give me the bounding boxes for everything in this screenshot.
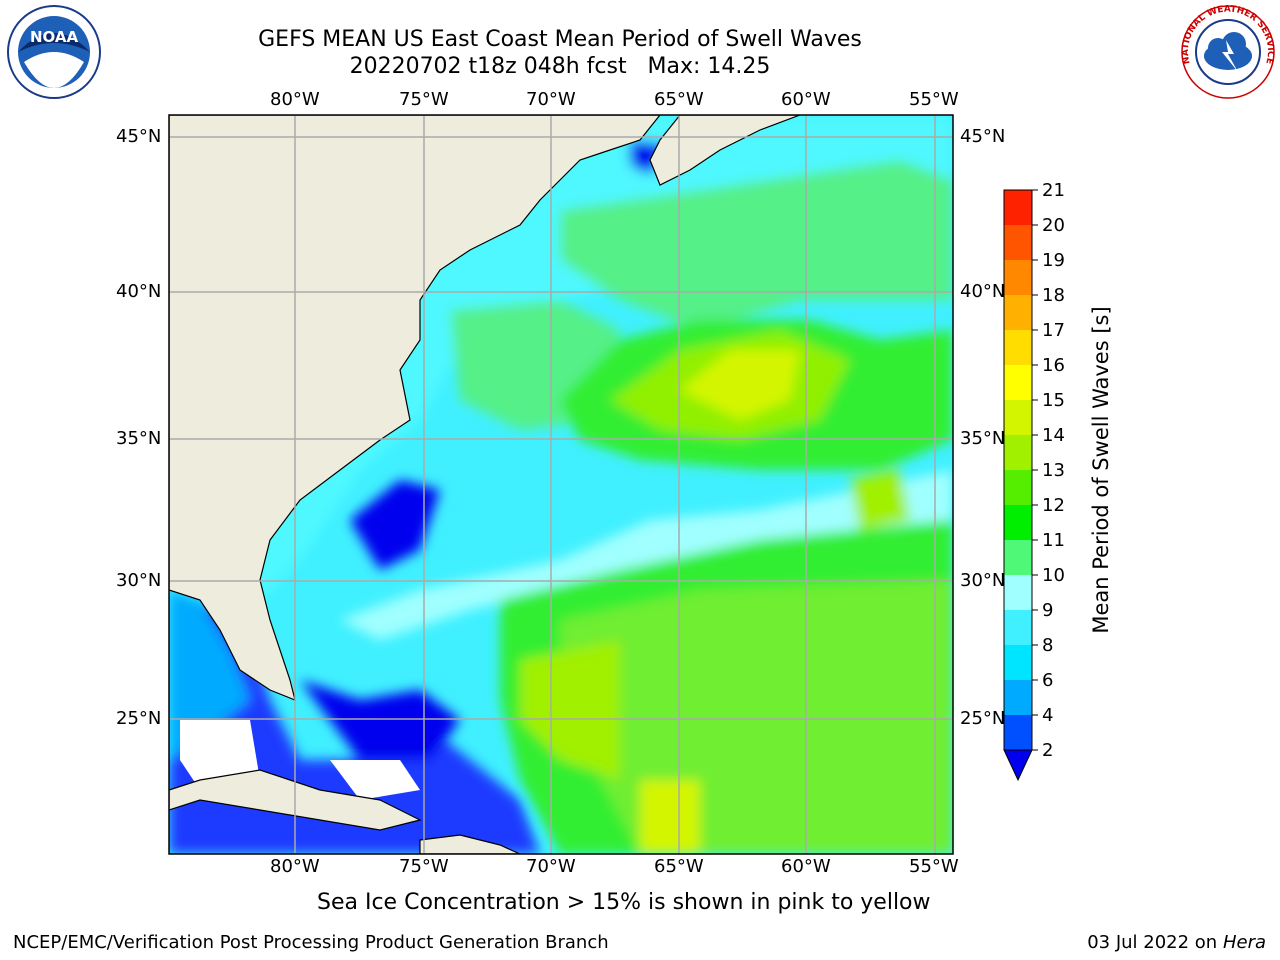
noaa-logo-text: NOAA [30, 28, 79, 46]
lon-label-top: 55°W [909, 89, 959, 110]
colorbar-segment [1004, 295, 1032, 330]
lon-label-bottom: 55°W [909, 856, 959, 877]
map-frame [168, 114, 954, 855]
lon-label-top: 75°W [399, 89, 449, 110]
lat-label-left: 40°N [116, 281, 162, 302]
lat-label-right: 40°N [960, 281, 1006, 302]
lat-label-left: 45°N [116, 126, 162, 147]
lon-label-bottom: 60°W [781, 856, 831, 877]
lat-label-left: 25°N [116, 708, 162, 729]
lon-label-top: 60°W [781, 89, 831, 110]
colorbar-tick-label: 8 [1042, 635, 1053, 656]
colorbar-segment [1004, 190, 1032, 225]
colorbar-segment [1004, 400, 1032, 435]
colorbar: 2 4 6 8 9 10 11 12 13 14 15 16 17 18 19 20 21 Mean Perio… [1003, 180, 1113, 782]
colorbar-label: Mean Period of Swell Waves [s] [1089, 306, 1113, 633]
land-nova-scotia [649, 115, 801, 186]
colorbar-segment [1004, 435, 1032, 470]
chart-subtitle: 20220702 t18z 048h fcst Max: 14.25 [349, 54, 771, 79]
chart-title: GEFS MEAN US East Coast Mean Period of S… [258, 27, 862, 52]
colorbar-tick-label: 4 [1042, 705, 1053, 726]
colorbar-segment [1004, 260, 1032, 295]
colorbar-tick-label: 19 [1042, 250, 1065, 271]
lat-label-right: 45°N [960, 126, 1006, 147]
colorbar-segment [1004, 610, 1032, 645]
land-us-east [169, 115, 661, 701]
colorbar-tick-label: 9 [1042, 600, 1053, 621]
map-graticule [169, 115, 953, 854]
colorbar-tick-label: 6 [1042, 670, 1053, 691]
colorbar-segment [1004, 680, 1032, 715]
footer-left: NCEP/EMC/Verification Post Processing Pr… [13, 932, 609, 953]
colorbar-tick-label: 11 [1042, 530, 1065, 551]
colorbar-segment [1004, 715, 1032, 750]
lon-label-top: 80°W [270, 89, 320, 110]
colorbar-segment [1004, 575, 1032, 610]
colorbar-segment [1004, 225, 1032, 260]
lat-label-left: 35°N [116, 428, 162, 449]
colorbar-tick-label: 2 [1042, 740, 1053, 761]
colorbar-tick-label: 10 [1042, 565, 1065, 586]
lat-label-left: 30°N [116, 570, 162, 591]
colorbar-segment [1004, 505, 1032, 540]
colorbar-tick-label: 13 [1042, 460, 1065, 481]
colorbar-tick-label: 18 [1042, 285, 1065, 306]
lat-label-right: 25°N [960, 708, 1006, 729]
colorbar-segment [1004, 540, 1032, 575]
nws-logo-icon: NATIONAL WEATHER SERVICE [1181, 4, 1275, 99]
footer-right: 03 Jul 2022 on Hera [1087, 932, 1266, 953]
colorbar-segment [1004, 330, 1032, 365]
colorbar-tick-label: 20 [1042, 215, 1065, 236]
sea-ice-note: Sea Ice Concentration > 15% is shown in … [317, 890, 931, 915]
colorbar-tick-label: 14 [1042, 425, 1065, 446]
colorbar-segment [1004, 365, 1032, 400]
lon-label-top: 70°W [526, 89, 576, 110]
colorbar-segment [1004, 645, 1032, 680]
lon-label-bottom: 75°W [399, 856, 449, 877]
lat-label-right: 30°N [960, 570, 1006, 591]
lon-label-bottom: 65°W [654, 856, 704, 877]
lat-label-right: 35°N [960, 428, 1006, 449]
lon-label-bottom: 80°W [270, 856, 320, 877]
colorbar-under-arrow [1003, 749, 1033, 782]
colorbar-tick-label: 21 [1042, 180, 1065, 201]
colorbar-tick-label: 12 [1042, 495, 1065, 516]
colorbar-segment [1004, 470, 1032, 505]
footer-date: 03 Jul 2022 on [1087, 932, 1223, 953]
colorbar-tick-label: 16 [1042, 355, 1065, 376]
lon-label-top: 65°W [654, 89, 704, 110]
lon-label-bottom: 70°W [526, 856, 576, 877]
land-hispaniola [419, 834, 521, 854]
footer-host: Hera [1222, 932, 1266, 953]
colorbar-tick-label: 17 [1042, 320, 1065, 341]
colorbar-tick-label: 15 [1042, 390, 1065, 411]
noaa-logo-icon: NOAA [7, 5, 101, 99]
